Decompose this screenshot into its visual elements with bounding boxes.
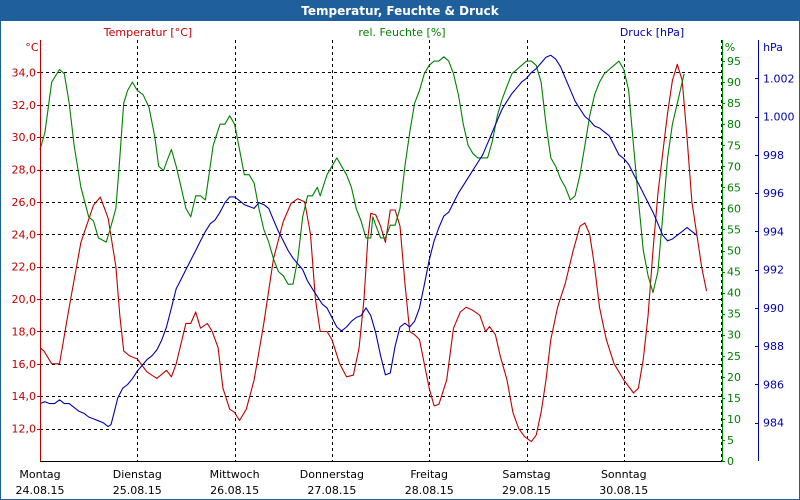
humidity-tick-label: 45 bbox=[727, 266, 741, 279]
temperature-tick-label: 34,0 bbox=[12, 66, 37, 79]
pressure-series-line bbox=[39, 54, 698, 428]
humidity-tick-label: 55 bbox=[727, 223, 741, 236]
series-layer bbox=[39, 54, 708, 443]
x-tick-date-label: 29.08.15 bbox=[502, 484, 551, 497]
temperature-tick-label: 12,0 bbox=[12, 423, 37, 436]
x-tick-date-label: 30.08.15 bbox=[599, 484, 648, 497]
grid-lines bbox=[40, 40, 722, 461]
temperature-tick-label: 22,0 bbox=[12, 261, 37, 274]
pressure-tick-label: 986 bbox=[763, 378, 784, 391]
humidity-tick-label: 60 bbox=[727, 202, 741, 215]
humidity-axis-title: rel. Feuchte [%] bbox=[358, 26, 445, 39]
x-tick-day-label: Mittwoch bbox=[210, 468, 260, 481]
pressure-tick-label: 994 bbox=[763, 225, 784, 238]
x-tick-day-label: Dienstag bbox=[113, 468, 162, 481]
temperature-tick-label: 16,0 bbox=[12, 358, 37, 371]
humidity-tick-label: 65 bbox=[727, 181, 741, 194]
humidity-tick-label: 5 bbox=[727, 434, 734, 447]
humidity-tick-label: 35 bbox=[727, 308, 741, 321]
x-tick-date-label: 27.08.15 bbox=[307, 484, 356, 497]
pressure-tick-label: 990 bbox=[763, 302, 784, 315]
humidity-unit-label: % bbox=[725, 41, 735, 54]
temperature-axis-title: Temperatur [°C] bbox=[103, 26, 192, 39]
humidity-tick-label: 30 bbox=[727, 329, 741, 342]
x-tick-date-label: 25.08.15 bbox=[113, 484, 162, 497]
humidity-tick-label: 0 bbox=[727, 455, 734, 468]
temperature-unit-label: °C bbox=[25, 41, 39, 54]
pressure-tick-label: 984 bbox=[763, 417, 784, 430]
temperature-series-line bbox=[39, 63, 708, 443]
temperature-tick-label: 20,0 bbox=[12, 293, 37, 306]
temperature-tick-label: 26,0 bbox=[12, 196, 37, 209]
temperature-tick-label: 18,0 bbox=[12, 325, 37, 338]
pressure-unit-label: hPa bbox=[763, 41, 783, 54]
x-tick-date-label: 24.08.15 bbox=[16, 484, 65, 497]
temperature-tick-label: 24,0 bbox=[12, 228, 37, 241]
pressure-axis-title: Druck [hPa] bbox=[620, 26, 684, 39]
humidity-tick-label: 75 bbox=[727, 139, 741, 152]
window-title: Temperatur, Feuchte & Druck bbox=[1, 1, 799, 21]
humidity-tick-label: 50 bbox=[727, 245, 741, 258]
pressure-tick-label: 1.002 bbox=[763, 72, 795, 85]
humidity-tick-label: 10 bbox=[727, 413, 741, 426]
humidity-tick-label: 15 bbox=[727, 392, 741, 405]
temperature-tick-label: 14,0 bbox=[12, 390, 37, 403]
x-tick-day-label: Sonntag bbox=[601, 468, 647, 481]
pressure-tick-label: 998 bbox=[763, 149, 784, 162]
humidity-tick-label: 20 bbox=[727, 371, 741, 384]
pressure-tick-label: 996 bbox=[763, 187, 784, 200]
x-tick-day-label: Freitag bbox=[410, 468, 448, 481]
x-tick-date-label: 26.08.15 bbox=[210, 484, 259, 497]
temperature-tick-label: 28,0 bbox=[12, 164, 37, 177]
humidity-tick-label: 40 bbox=[727, 287, 741, 300]
x-tick-day-label: Samstag bbox=[502, 468, 550, 481]
humidity-tick-label: 85 bbox=[727, 97, 741, 110]
temperature-tick-label: 30,0 bbox=[12, 131, 37, 144]
x-tick-date-label: 28.08.15 bbox=[405, 484, 454, 497]
pressure-tick-label: 1.000 bbox=[763, 111, 795, 124]
humidity-tick-label: 90 bbox=[727, 76, 741, 89]
pressure-tick-label: 988 bbox=[763, 340, 784, 353]
axes-layer: 12,0 14,0 16,0 18,0 20,0 22,0 24,0 26,0 28,0 30,0… bbox=[12, 40, 795, 497]
humidity-series-line bbox=[39, 56, 685, 294]
humidity-tick-label: 80 bbox=[727, 118, 741, 131]
humidity-tick-label: 95 bbox=[727, 55, 741, 68]
humidity-tick-label: 70 bbox=[727, 160, 741, 173]
x-tick-day-label: Donnerstag bbox=[300, 468, 364, 481]
x-tick-day-label: Montag bbox=[19, 468, 60, 481]
temperature-tick-label: 32,0 bbox=[12, 99, 37, 112]
pressure-tick-label: 992 bbox=[763, 264, 784, 277]
humidity-tick-label: 25 bbox=[727, 350, 741, 363]
